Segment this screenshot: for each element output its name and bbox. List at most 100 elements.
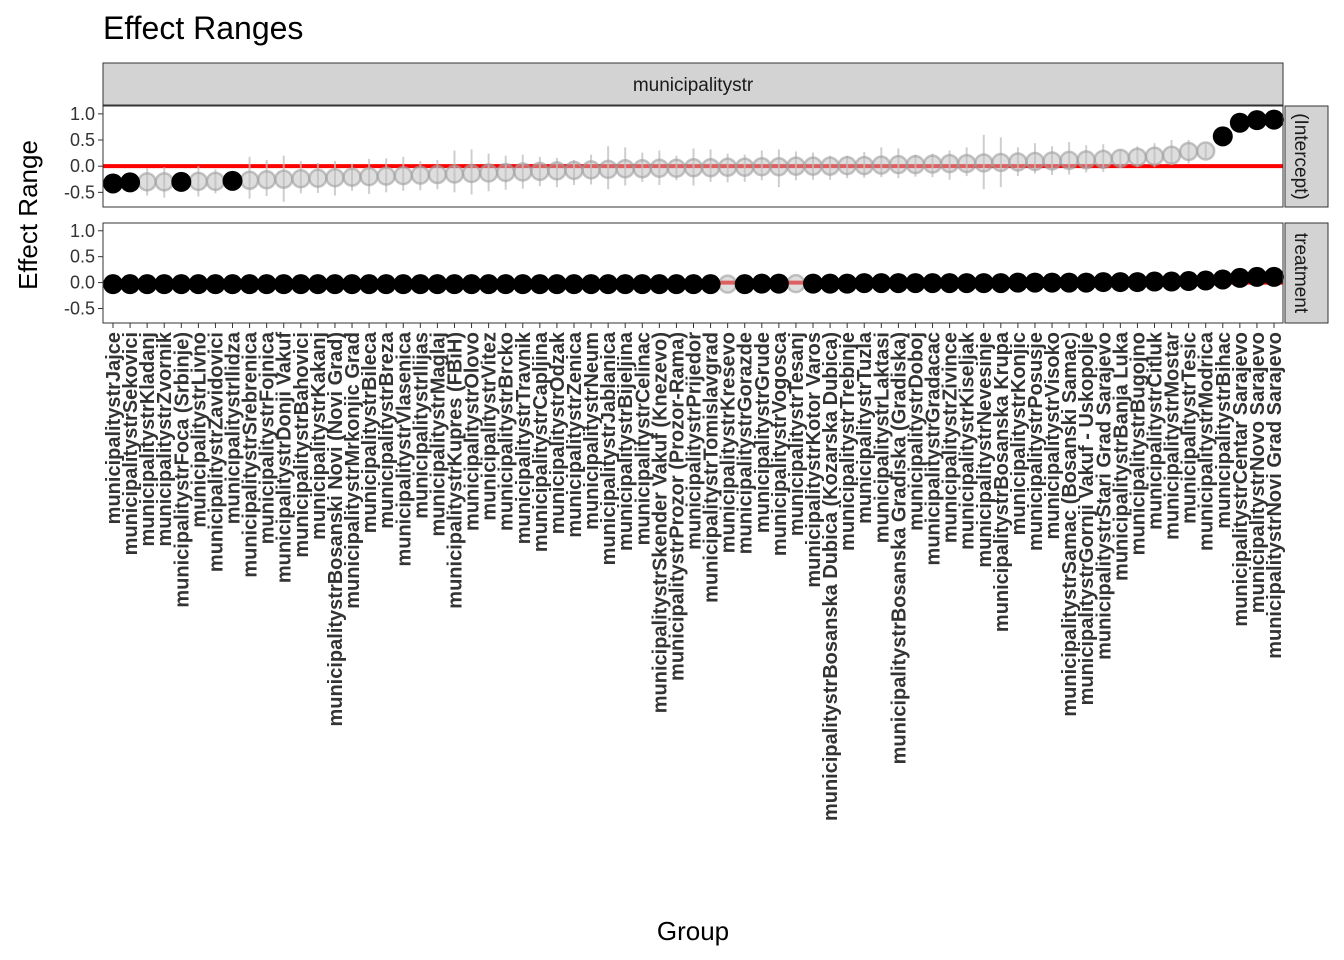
significant-point — [649, 274, 670, 295]
y-tick-label: -0.5 — [64, 182, 95, 202]
non-significant-point — [717, 157, 738, 177]
x-tick-label: municipalitystrNeum — [581, 332, 603, 530]
significant-point — [512, 274, 533, 295]
x-tick-label: municipalitystrMostar — [1162, 332, 1184, 540]
significant-point — [171, 171, 192, 192]
x-tick-label: municipalitystrNevesinje — [974, 332, 996, 568]
x-tick-label: municipalitystrMaglaj — [427, 332, 449, 537]
non-significant-point — [581, 160, 601, 180]
non-significant-point — [376, 166, 396, 186]
significant-point — [939, 273, 960, 294]
x-tick-label: municipalitystrMrkonjic Grad — [342, 332, 364, 609]
significant-point — [1264, 109, 1284, 130]
non-significant-point — [291, 168, 311, 189]
chart-title: Effect Ranges — [103, 10, 303, 46]
facet-strip-background — [102, 62, 1284, 106]
significant-point — [905, 273, 926, 294]
significant-point — [563, 274, 584, 295]
x-tick-label: municipalitystrLaktasi — [871, 332, 893, 543]
significant-point — [1195, 270, 1216, 291]
non-significant-point — [974, 153, 994, 173]
x-tick-label: municipalitystrSkender Vakuf (Knezevo) — [649, 332, 671, 713]
facet-strip-background — [1284, 222, 1329, 324]
non-significant-point — [683, 158, 704, 178]
non-significant-point — [700, 158, 721, 178]
significant-point — [137, 274, 158, 295]
significant-point — [478, 274, 499, 295]
significant-point — [666, 274, 687, 295]
x-tick-label: municipalitystrTesic — [1179, 332, 1201, 524]
non-significant-point — [615, 159, 635, 179]
significant-point — [1110, 272, 1131, 293]
x-tick-label: municipalitystrGrude — [752, 332, 774, 533]
non-significant-point — [905, 154, 926, 175]
non-significant-point — [154, 172, 174, 192]
non-significant-point — [410, 165, 431, 185]
non-significant-point — [939, 153, 960, 174]
non-significant-point — [478, 163, 499, 183]
significant-point — [256, 274, 277, 295]
x-tick-label: municipalitystrKladanj — [137, 332, 159, 547]
significant-point — [683, 274, 704, 295]
non-significant-point — [1059, 150, 1079, 171]
significant-point — [990, 273, 1011, 294]
non-significant-point — [649, 158, 670, 179]
significant-point — [768, 273, 789, 294]
x-tick-label: municipalitystrIlidza — [223, 331, 245, 524]
y-tick-label: 0.0 — [70, 156, 95, 176]
significant-point — [1093, 272, 1114, 293]
non-significant-point — [239, 170, 260, 191]
significant-point — [973, 273, 994, 294]
non-significant-point — [1076, 150, 1096, 170]
significant-point — [273, 274, 294, 295]
y-tick-label: 1.0 — [70, 221, 95, 241]
x-tick-label: municipalitystrBosanska Gradiska (Gradis… — [888, 332, 910, 764]
significant-point — [803, 273, 824, 294]
y-tick-label: -0.5 — [64, 298, 95, 318]
x-tick-label: municipalitystrBanja Luka — [1110, 331, 1132, 581]
non-significant-point — [1008, 152, 1028, 172]
non-significant-point — [444, 164, 465, 184]
facet-strip-label: municipalitystr — [633, 75, 754, 96]
x-tick-label: municipalitystrNovo Sarajevo — [1247, 332, 1269, 613]
significant-point — [342, 274, 363, 295]
significant-point — [120, 172, 141, 193]
y-tick-label: 0.5 — [70, 130, 95, 150]
y-tick-label: 0.0 — [70, 273, 95, 293]
x-tick-label: municipalitystrCapljina — [530, 331, 552, 552]
significant-point — [1076, 272, 1097, 293]
significant-point — [324, 274, 345, 295]
x-tick-label: municipalitystrGornji Vakuf - Uskopolje — [1076, 332, 1098, 705]
significant-point — [1059, 272, 1080, 293]
non-significant-point — [513, 162, 533, 182]
x-tick-label: municipalitystrNovi Grad Sarajevo — [1264, 332, 1286, 659]
x-tick-label: municipalitystrKakanj — [308, 332, 330, 540]
significant-point — [632, 274, 653, 295]
x-tick-label: municipalitystrCitluk — [1144, 331, 1166, 530]
non-significant-point — [803, 156, 823, 176]
x-tick-label: municipalitystrJablanica — [598, 331, 620, 565]
x-tick-label: municipalitystrPosusje — [1025, 332, 1047, 551]
significant-point — [103, 274, 123, 295]
x-tick-label: municipalitystrGorazde — [735, 332, 757, 554]
x-tick-label: municipalitystrStari Grad Sarajevo — [1093, 332, 1115, 660]
x-tick-label: municipalitystrKotor Varos — [803, 332, 825, 588]
significant-point — [734, 274, 755, 295]
x-tick-label: municipalitystrIlijas — [410, 332, 432, 519]
non-significant-point — [769, 156, 789, 177]
x-tick-label: municipalitystrBosanska Krupa — [991, 331, 1013, 632]
non-significant-point — [752, 156, 772, 177]
x-tick-label: municipalitystrOdzak — [547, 331, 569, 534]
x-tick-label: municipalitystrDonji Vakuf — [274, 332, 296, 584]
x-tick-label: municipalitystrCentar Sarajevo — [1230, 332, 1252, 627]
facet-strip-label: (Intercept) — [1290, 113, 1311, 200]
non-significant-point — [1195, 141, 1216, 161]
x-tick-label: municipalitystrKresevo — [718, 332, 740, 553]
x-tick-label: municipalitystrBahovici — [291, 332, 313, 558]
non-significant-point — [530, 161, 550, 182]
x-tick-label: municipalitystrVlasenica — [393, 331, 415, 566]
x-tick-label: municipalitystrModrica — [1196, 331, 1218, 551]
significant-point — [581, 274, 602, 295]
non-significant-point — [1161, 145, 1182, 165]
